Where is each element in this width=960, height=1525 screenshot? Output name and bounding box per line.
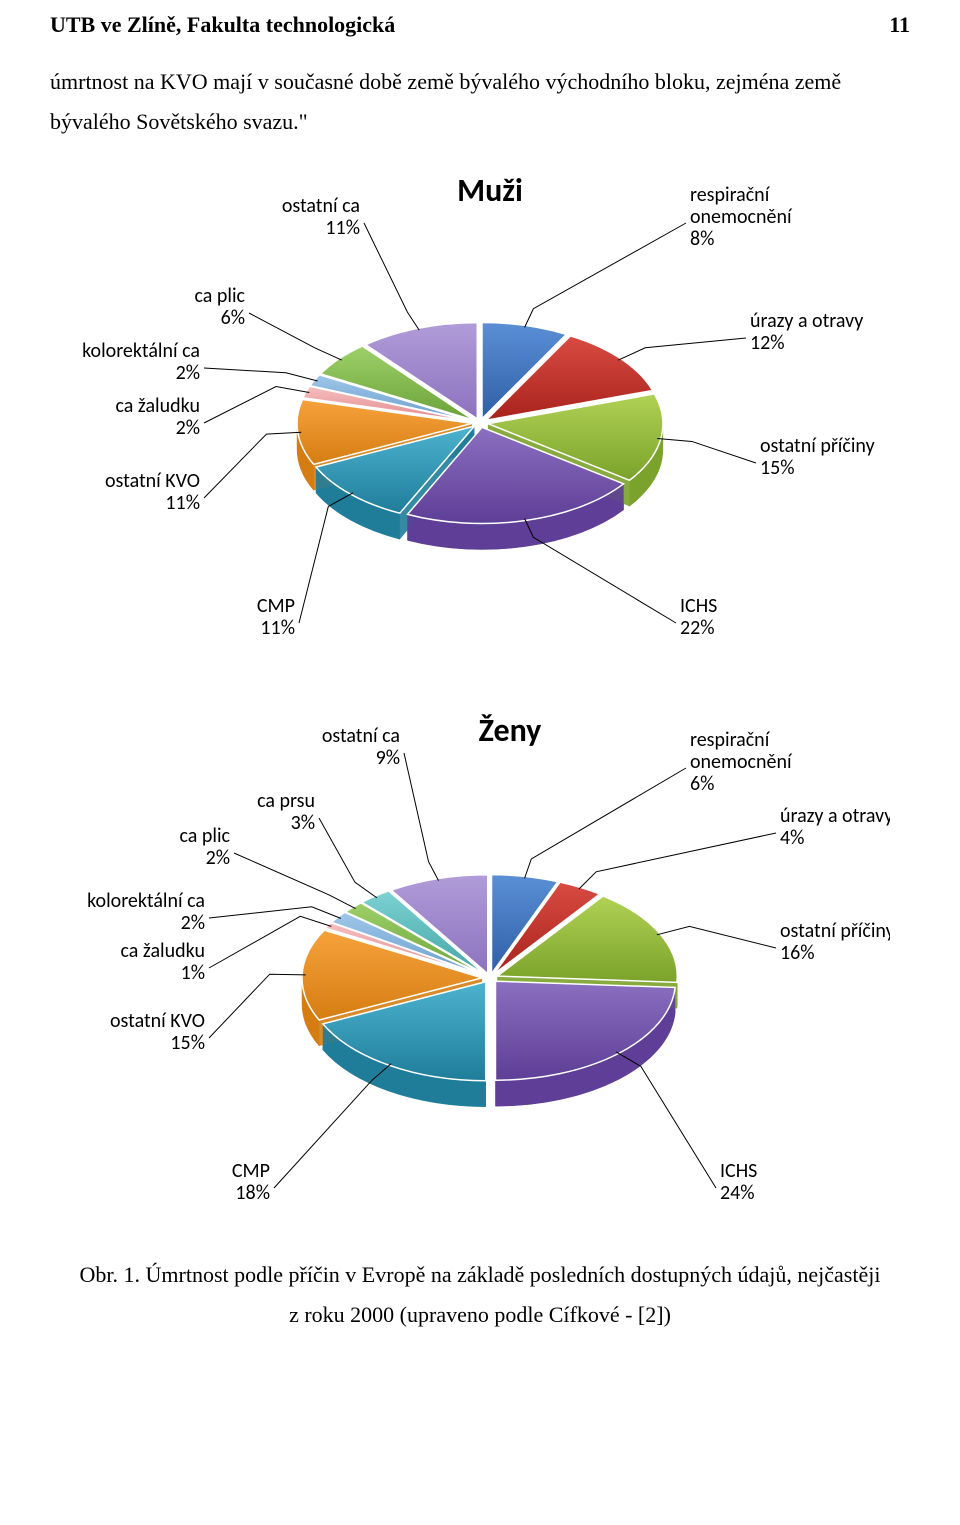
pie-chart-men: respiračníonemocnění8% úrazy a otravy12% o… [70,153,890,673]
pie-leader-line [249,313,342,360]
pie-slice-label: ca plic2% [179,824,230,870]
figure-caption-line1: Obr. 1. Úmrtnost podle příčin v Evropě n… [50,1255,910,1295]
pie-slice-label: CMP11% [257,594,295,640]
pie-leader-line [209,974,306,1038]
pie-slice-label: ICHS24% [720,1159,757,1205]
pie-leader-line [657,439,756,464]
pie-leader-line [657,927,776,949]
body-paragraph: úmrtnost na KVO mají v současné době zem… [50,62,910,141]
pie-slice-label: ostatní KVO11% [105,469,200,515]
pie-leader-line [525,223,686,327]
pie-slice-label: ostatní ca9% [322,724,400,770]
pie-leader-line [525,768,686,878]
pie-slice-label: úrazy a otravy4% [780,804,890,850]
pie-leader-line [209,907,341,919]
pie-leader-line [404,753,439,881]
header-page-number: 11 [889,12,910,38]
pie-slice-label: ostatní příčiny16% [780,919,890,965]
pie-slice-label: ostatní ca11% [282,194,360,240]
page: UTB ve Zlíně, Fakulta technologická 11 ú… [0,0,960,1374]
pie-chart-title: Ženy [479,711,542,750]
pie-slice-label: ostatní KVO15% [110,1009,205,1055]
pie-chart-title: Muži [457,171,523,210]
pie-slice [495,981,675,1080]
pie-leader-line [579,833,776,889]
pie-slice-label: kolorektální ca2% [82,339,200,385]
pie-slice-label: ostatní příčiny15% [760,434,875,480]
pie-slice-label: respiračníonemocnění8% [690,183,793,251]
figure-caption: Obr. 1. Úmrtnost podle příčin v Evropě n… [50,1255,910,1334]
pie-slice-label: ICHS22% [680,594,717,640]
figure-caption-line2: z roku 2000 (upraveno podle Cífkové - [2… [50,1295,910,1335]
pie-slice-label: ca žaludku1% [121,939,206,985]
pie-chart-women: respiračníonemocnění6% úrazy a otravy4% os… [70,693,890,1233]
pie-slice-label: ca žaludku2% [116,394,201,440]
pie-slice-label: ca plic6% [194,284,245,330]
pie-leader-line [234,853,356,909]
pie-slice-label: úrazy a otravy12% [750,309,863,355]
pie-slice-label: ca prsu3% [257,789,315,835]
pie-slice-label: CMP18% [232,1159,270,1205]
pie-leader-line [204,387,309,423]
pie-slice-label: respiračníonemocnění6% [690,728,793,796]
pie-leader-line [204,432,301,498]
pie-leader-line [618,338,746,360]
pie-leader-line [204,368,318,381]
pie-slice-label: kolorektální ca2% [87,889,205,935]
pie-leader-line [364,223,419,330]
page-header: UTB ve Zlíně, Fakulta technologická 11 [50,12,910,38]
pie-leader-line [319,818,377,898]
header-left: UTB ve Zlíně, Fakulta technologická [50,12,395,38]
